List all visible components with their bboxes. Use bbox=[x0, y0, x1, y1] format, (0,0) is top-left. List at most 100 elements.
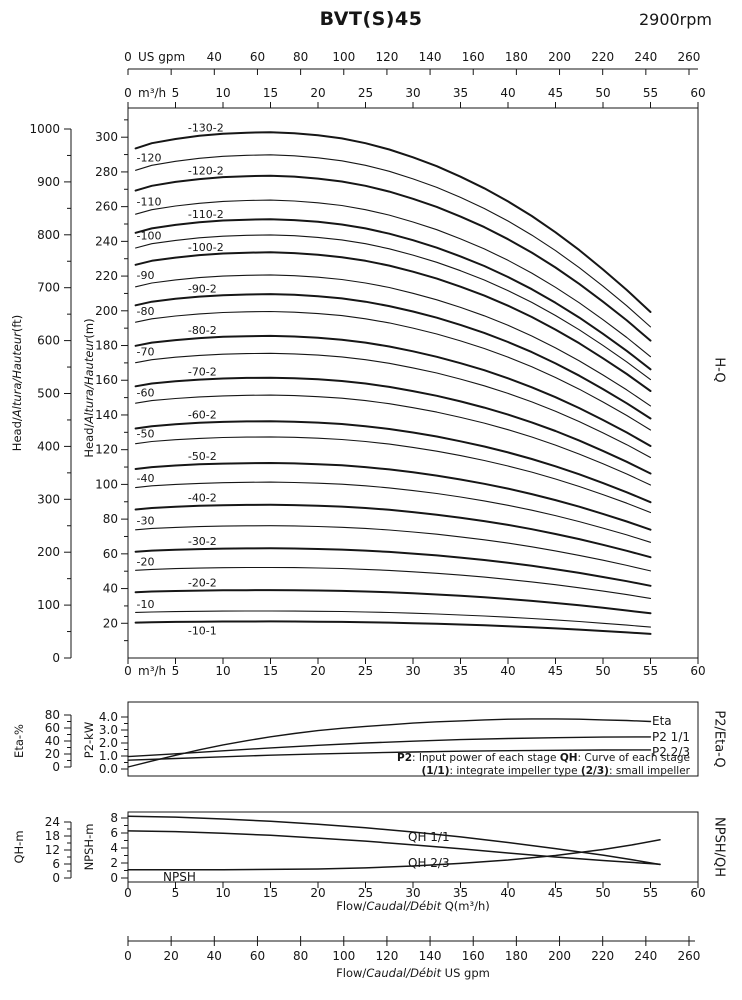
svg-text:-10: -10 bbox=[137, 598, 155, 611]
svg-text:P2 2/3: P2 2/3 bbox=[652, 745, 690, 759]
flow-gpm-pre: Flow/ bbox=[336, 966, 367, 980]
svg-text:-30: -30 bbox=[137, 514, 155, 527]
svg-text:-20-2: -20-2 bbox=[188, 577, 217, 590]
head-ft-unit: (ft) bbox=[10, 314, 24, 333]
flow-m3h-unit: Q(m³/h) bbox=[441, 899, 490, 913]
svg-text:0: 0 bbox=[52, 651, 60, 665]
head-m-axis-title: Head/Altura/Hauteur(m) bbox=[82, 318, 96, 457]
svg-text:15: 15 bbox=[263, 86, 278, 100]
svg-text:180: 180 bbox=[95, 339, 118, 353]
svg-text:55: 55 bbox=[643, 664, 658, 678]
svg-text:50: 50 bbox=[595, 886, 610, 900]
npsh-qh-section-label: NPSH/QH bbox=[711, 817, 727, 877]
svg-text:0: 0 bbox=[124, 50, 132, 64]
svg-text:25: 25 bbox=[358, 664, 373, 678]
svg-text:900: 900 bbox=[37, 175, 60, 189]
svg-text:5: 5 bbox=[172, 664, 180, 678]
svg-text:20: 20 bbox=[310, 664, 325, 678]
rpm-label: 2900rpm bbox=[638, 10, 712, 29]
svg-text:45: 45 bbox=[548, 86, 563, 100]
svg-text:-50: -50 bbox=[137, 427, 155, 440]
svg-text:220: 220 bbox=[591, 949, 614, 963]
svg-text:180: 180 bbox=[505, 50, 528, 64]
svg-text:2: 2 bbox=[110, 856, 118, 870]
svg-text:40: 40 bbox=[45, 734, 60, 748]
svg-text:260: 260 bbox=[678, 949, 701, 963]
svg-text:20: 20 bbox=[310, 886, 325, 900]
svg-text:12: 12 bbox=[45, 843, 60, 857]
svg-text:-70: -70 bbox=[137, 346, 155, 359]
svg-text:20: 20 bbox=[45, 747, 60, 761]
svg-text:700: 700 bbox=[37, 281, 60, 295]
svg-text:15: 15 bbox=[263, 886, 278, 900]
svg-text:-90: -90 bbox=[137, 269, 155, 282]
svg-text:US gpm: US gpm bbox=[138, 50, 185, 64]
hq-section-label: H-Q bbox=[711, 357, 727, 383]
svg-text:60: 60 bbox=[45, 721, 60, 735]
svg-text:200: 200 bbox=[37, 545, 60, 559]
svg-text:50: 50 bbox=[595, 664, 610, 678]
svg-text:1000: 1000 bbox=[29, 122, 60, 136]
svg-text:20: 20 bbox=[103, 616, 118, 630]
svg-text:-60: -60 bbox=[137, 387, 155, 400]
svg-text:240: 240 bbox=[634, 50, 657, 64]
svg-text:240: 240 bbox=[95, 234, 118, 248]
svg-text:60: 60 bbox=[690, 664, 705, 678]
svg-text:220: 220 bbox=[95, 269, 118, 283]
flow-gpm-unit: US gpm bbox=[441, 966, 490, 980]
svg-text:6: 6 bbox=[52, 857, 60, 871]
svg-text:30: 30 bbox=[405, 886, 420, 900]
svg-text:25: 25 bbox=[358, 86, 373, 100]
svg-text:8: 8 bbox=[110, 811, 118, 825]
svg-text:-100: -100 bbox=[137, 230, 162, 243]
flow-gpm-axis-title: Flow/Caudal/Débit US gpm bbox=[128, 966, 698, 980]
flow-gpm-italic: Caudal/Débit bbox=[366, 966, 441, 980]
svg-text:-130-2: -130-2 bbox=[188, 121, 224, 134]
svg-text:-70-2: -70-2 bbox=[188, 365, 217, 378]
svg-text:35: 35 bbox=[453, 86, 468, 100]
svg-text:-100-2: -100-2 bbox=[188, 241, 224, 254]
svg-text:200: 200 bbox=[548, 949, 571, 963]
svg-text:m³/h: m³/h bbox=[138, 664, 166, 678]
svg-text:40: 40 bbox=[500, 886, 515, 900]
svg-text:60: 60 bbox=[250, 949, 265, 963]
svg-text:P2 1/1: P2 1/1 bbox=[652, 730, 690, 744]
svg-text:50: 50 bbox=[595, 86, 610, 100]
svg-text:55: 55 bbox=[643, 886, 658, 900]
svg-text:0: 0 bbox=[110, 871, 118, 885]
svg-text:15: 15 bbox=[263, 664, 278, 678]
bottom-gpm-axis: 0 20 40 60 80 100 120 140 160 180 200 220 240 260 bbox=[124, 936, 700, 963]
svg-text:Eta: Eta bbox=[652, 714, 672, 728]
svg-text:-30-2: -30-2 bbox=[188, 535, 217, 548]
svg-text:18: 18 bbox=[45, 829, 60, 843]
svg-text:m³/h: m³/h bbox=[138, 86, 166, 100]
svg-text:40: 40 bbox=[500, 664, 515, 678]
head-m-italic: Altura/Hauteur bbox=[82, 338, 96, 424]
svg-text:-40: -40 bbox=[137, 472, 155, 485]
p2-eta-section-label: P2/Eta-Q bbox=[711, 710, 727, 768]
svg-text:600: 600 bbox=[37, 334, 60, 348]
svg-text:45: 45 bbox=[548, 886, 563, 900]
svg-text:35: 35 bbox=[453, 886, 468, 900]
svg-text:80: 80 bbox=[293, 50, 308, 64]
svg-text:-110-2: -110-2 bbox=[188, 208, 224, 221]
svg-text:4: 4 bbox=[110, 841, 118, 855]
svg-text:QH 2/3: QH 2/3 bbox=[408, 856, 450, 870]
svg-text:2.0: 2.0 bbox=[99, 736, 118, 750]
svg-text:30: 30 bbox=[405, 664, 420, 678]
svg-text:260: 260 bbox=[678, 50, 701, 64]
svg-text:100: 100 bbox=[95, 477, 118, 491]
svg-text:4.0: 4.0 bbox=[99, 710, 118, 724]
svg-text:-10-1: -10-1 bbox=[188, 625, 217, 638]
page-title: BVT(S)45 bbox=[319, 8, 423, 30]
legend-note: P2: Input power of each stage QH: Curve … bbox=[128, 752, 690, 777]
svg-text:30: 30 bbox=[405, 86, 420, 100]
svg-text:80: 80 bbox=[103, 512, 118, 526]
svg-text:120: 120 bbox=[375, 50, 398, 64]
svg-text:60: 60 bbox=[690, 886, 705, 900]
svg-text:45: 45 bbox=[548, 664, 563, 678]
svg-text:QH 1/1: QH 1/1 bbox=[408, 830, 450, 844]
